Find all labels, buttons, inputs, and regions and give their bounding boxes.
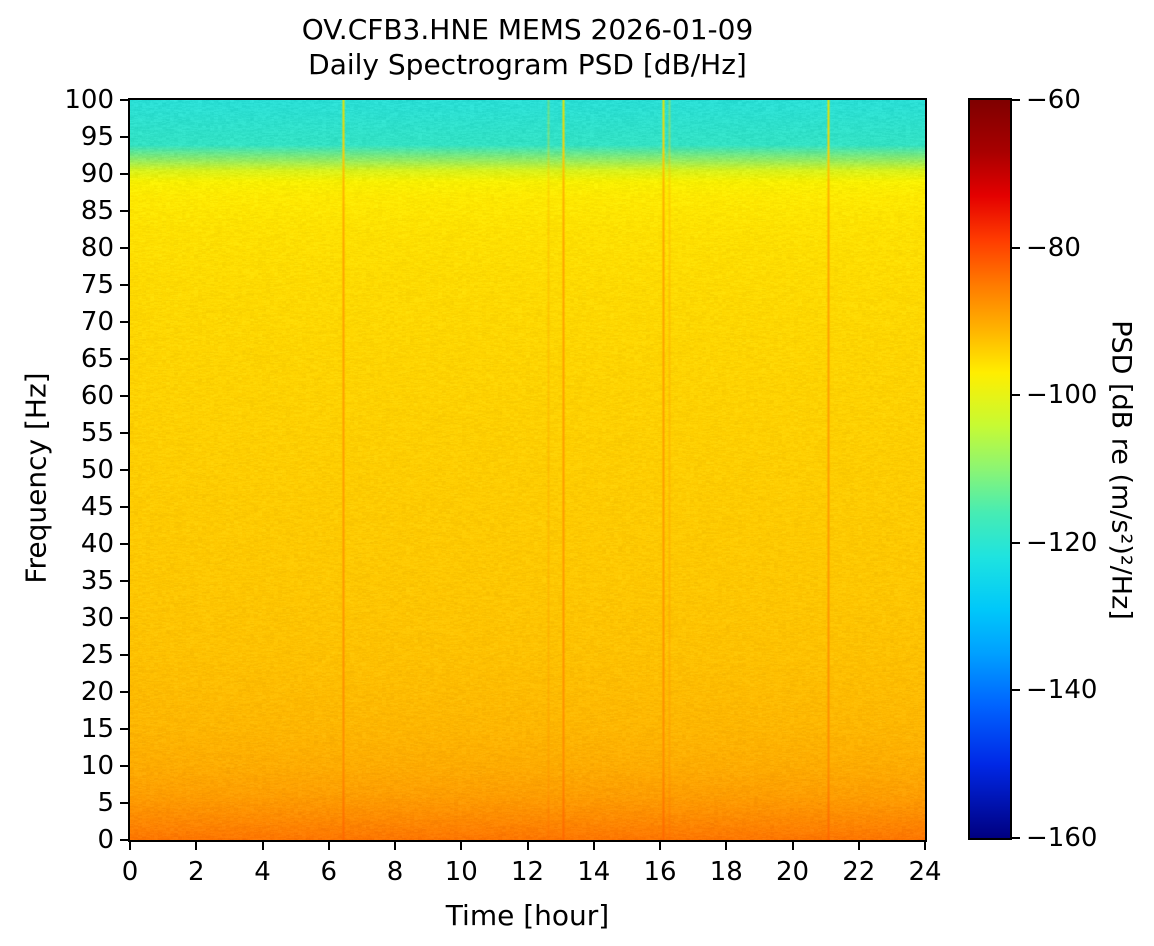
y-tick-mark	[120, 321, 128, 323]
x-tick-mark	[659, 842, 661, 850]
x-tick-label: 14	[559, 856, 629, 888]
y-tick-mark	[120, 136, 128, 138]
y-tick-mark	[120, 173, 128, 175]
x-tick-label: 0	[95, 856, 165, 888]
y-tick-label: 35	[0, 565, 114, 597]
y-tick-mark	[120, 469, 128, 471]
y-tick-label: 60	[0, 380, 114, 412]
title-line-2: Daily Spectrogram PSD [dB/Hz]	[130, 47, 925, 82]
y-tick-mark	[120, 210, 128, 212]
y-tick-label: 55	[0, 417, 114, 449]
y-tick-mark	[120, 580, 128, 582]
colorbar-tick-mark	[1012, 542, 1020, 544]
colorbar-label: PSD [dB re (m/s²)²/Hz]	[1106, 320, 1137, 620]
y-tick-label: 70	[0, 306, 114, 338]
y-tick-label: 30	[0, 602, 114, 634]
x-tick-mark	[195, 842, 197, 850]
colorbar-tick-mark	[1012, 247, 1020, 249]
colorbar-tick-mark	[1012, 99, 1020, 101]
y-tick-label: 80	[0, 232, 114, 264]
x-tick-label: 2	[161, 856, 231, 888]
y-tick-mark	[120, 395, 128, 397]
x-tick-mark	[527, 842, 529, 850]
y-tick-label: 100	[0, 84, 114, 116]
colorbar-tick-mark	[1012, 689, 1020, 691]
x-axis-label: Time [hour]	[130, 899, 925, 932]
title-line-1: OV.CFB3.HNE MEMS 2026-01-09	[130, 12, 925, 47]
y-tick-mark	[120, 839, 128, 841]
y-tick-mark	[120, 617, 128, 619]
y-tick-label: 10	[0, 750, 114, 782]
plot-frame	[128, 98, 927, 842]
x-tick-mark	[593, 842, 595, 850]
colorbar-tick-mark	[1012, 837, 1020, 839]
x-tick-label: 24	[890, 856, 960, 888]
y-tick-mark	[120, 284, 128, 286]
y-tick-label: 85	[0, 195, 114, 227]
colorbar-tick-label: −120	[1026, 527, 1126, 559]
x-tick-label: 16	[625, 856, 695, 888]
colorbar-tick-label: −160	[1026, 822, 1126, 854]
y-tick-label: 75	[0, 269, 114, 301]
x-tick-label: 10	[426, 856, 496, 888]
spectrogram-figure: OV.CFB3.HNE MEMS 2026-01-09 Daily Spectr…	[0, 0, 1154, 946]
x-tick-label: 6	[294, 856, 364, 888]
colorbar-frame	[968, 98, 1012, 840]
y-tick-mark	[120, 654, 128, 656]
x-tick-label: 12	[493, 856, 563, 888]
y-tick-label: 65	[0, 343, 114, 375]
x-tick-mark	[725, 842, 727, 850]
colorbar-tick-label: −80	[1026, 232, 1126, 264]
y-tick-mark	[120, 543, 128, 545]
y-tick-label: 5	[0, 787, 114, 819]
x-tick-mark	[129, 842, 131, 850]
colorbar-tick-mark	[1012, 394, 1020, 396]
y-tick-mark	[120, 765, 128, 767]
y-tick-label: 25	[0, 639, 114, 671]
x-tick-label: 18	[691, 856, 761, 888]
y-tick-label: 45	[0, 491, 114, 523]
y-tick-mark	[120, 691, 128, 693]
figure-title: OV.CFB3.HNE MEMS 2026-01-09 Daily Spectr…	[130, 12, 925, 82]
y-tick-label: 95	[0, 121, 114, 153]
x-tick-mark	[394, 842, 396, 850]
x-tick-mark	[262, 842, 264, 850]
y-tick-label: 20	[0, 676, 114, 708]
y-tick-mark	[120, 247, 128, 249]
colorbar-tick-label: −140	[1026, 674, 1126, 706]
y-tick-mark	[120, 99, 128, 101]
x-tick-label: 8	[360, 856, 430, 888]
x-tick-mark	[328, 842, 330, 850]
y-tick-mark	[120, 506, 128, 508]
y-tick-label: 90	[0, 158, 114, 190]
y-tick-mark	[120, 728, 128, 730]
y-tick-label: 40	[0, 528, 114, 560]
y-tick-mark	[120, 358, 128, 360]
x-tick-mark	[858, 842, 860, 850]
colorbar-tick-label: −100	[1026, 379, 1126, 411]
y-tick-mark	[120, 802, 128, 804]
y-tick-label: 0	[0, 824, 114, 856]
x-tick-label: 20	[758, 856, 828, 888]
x-tick-label: 4	[228, 856, 298, 888]
x-tick-label: 22	[824, 856, 894, 888]
x-tick-mark	[792, 842, 794, 850]
x-tick-mark	[460, 842, 462, 850]
x-tick-mark	[924, 842, 926, 850]
y-tick-mark	[120, 432, 128, 434]
y-tick-label: 50	[0, 454, 114, 486]
y-tick-label: 15	[0, 713, 114, 745]
colorbar-tick-label: −60	[1026, 84, 1126, 116]
